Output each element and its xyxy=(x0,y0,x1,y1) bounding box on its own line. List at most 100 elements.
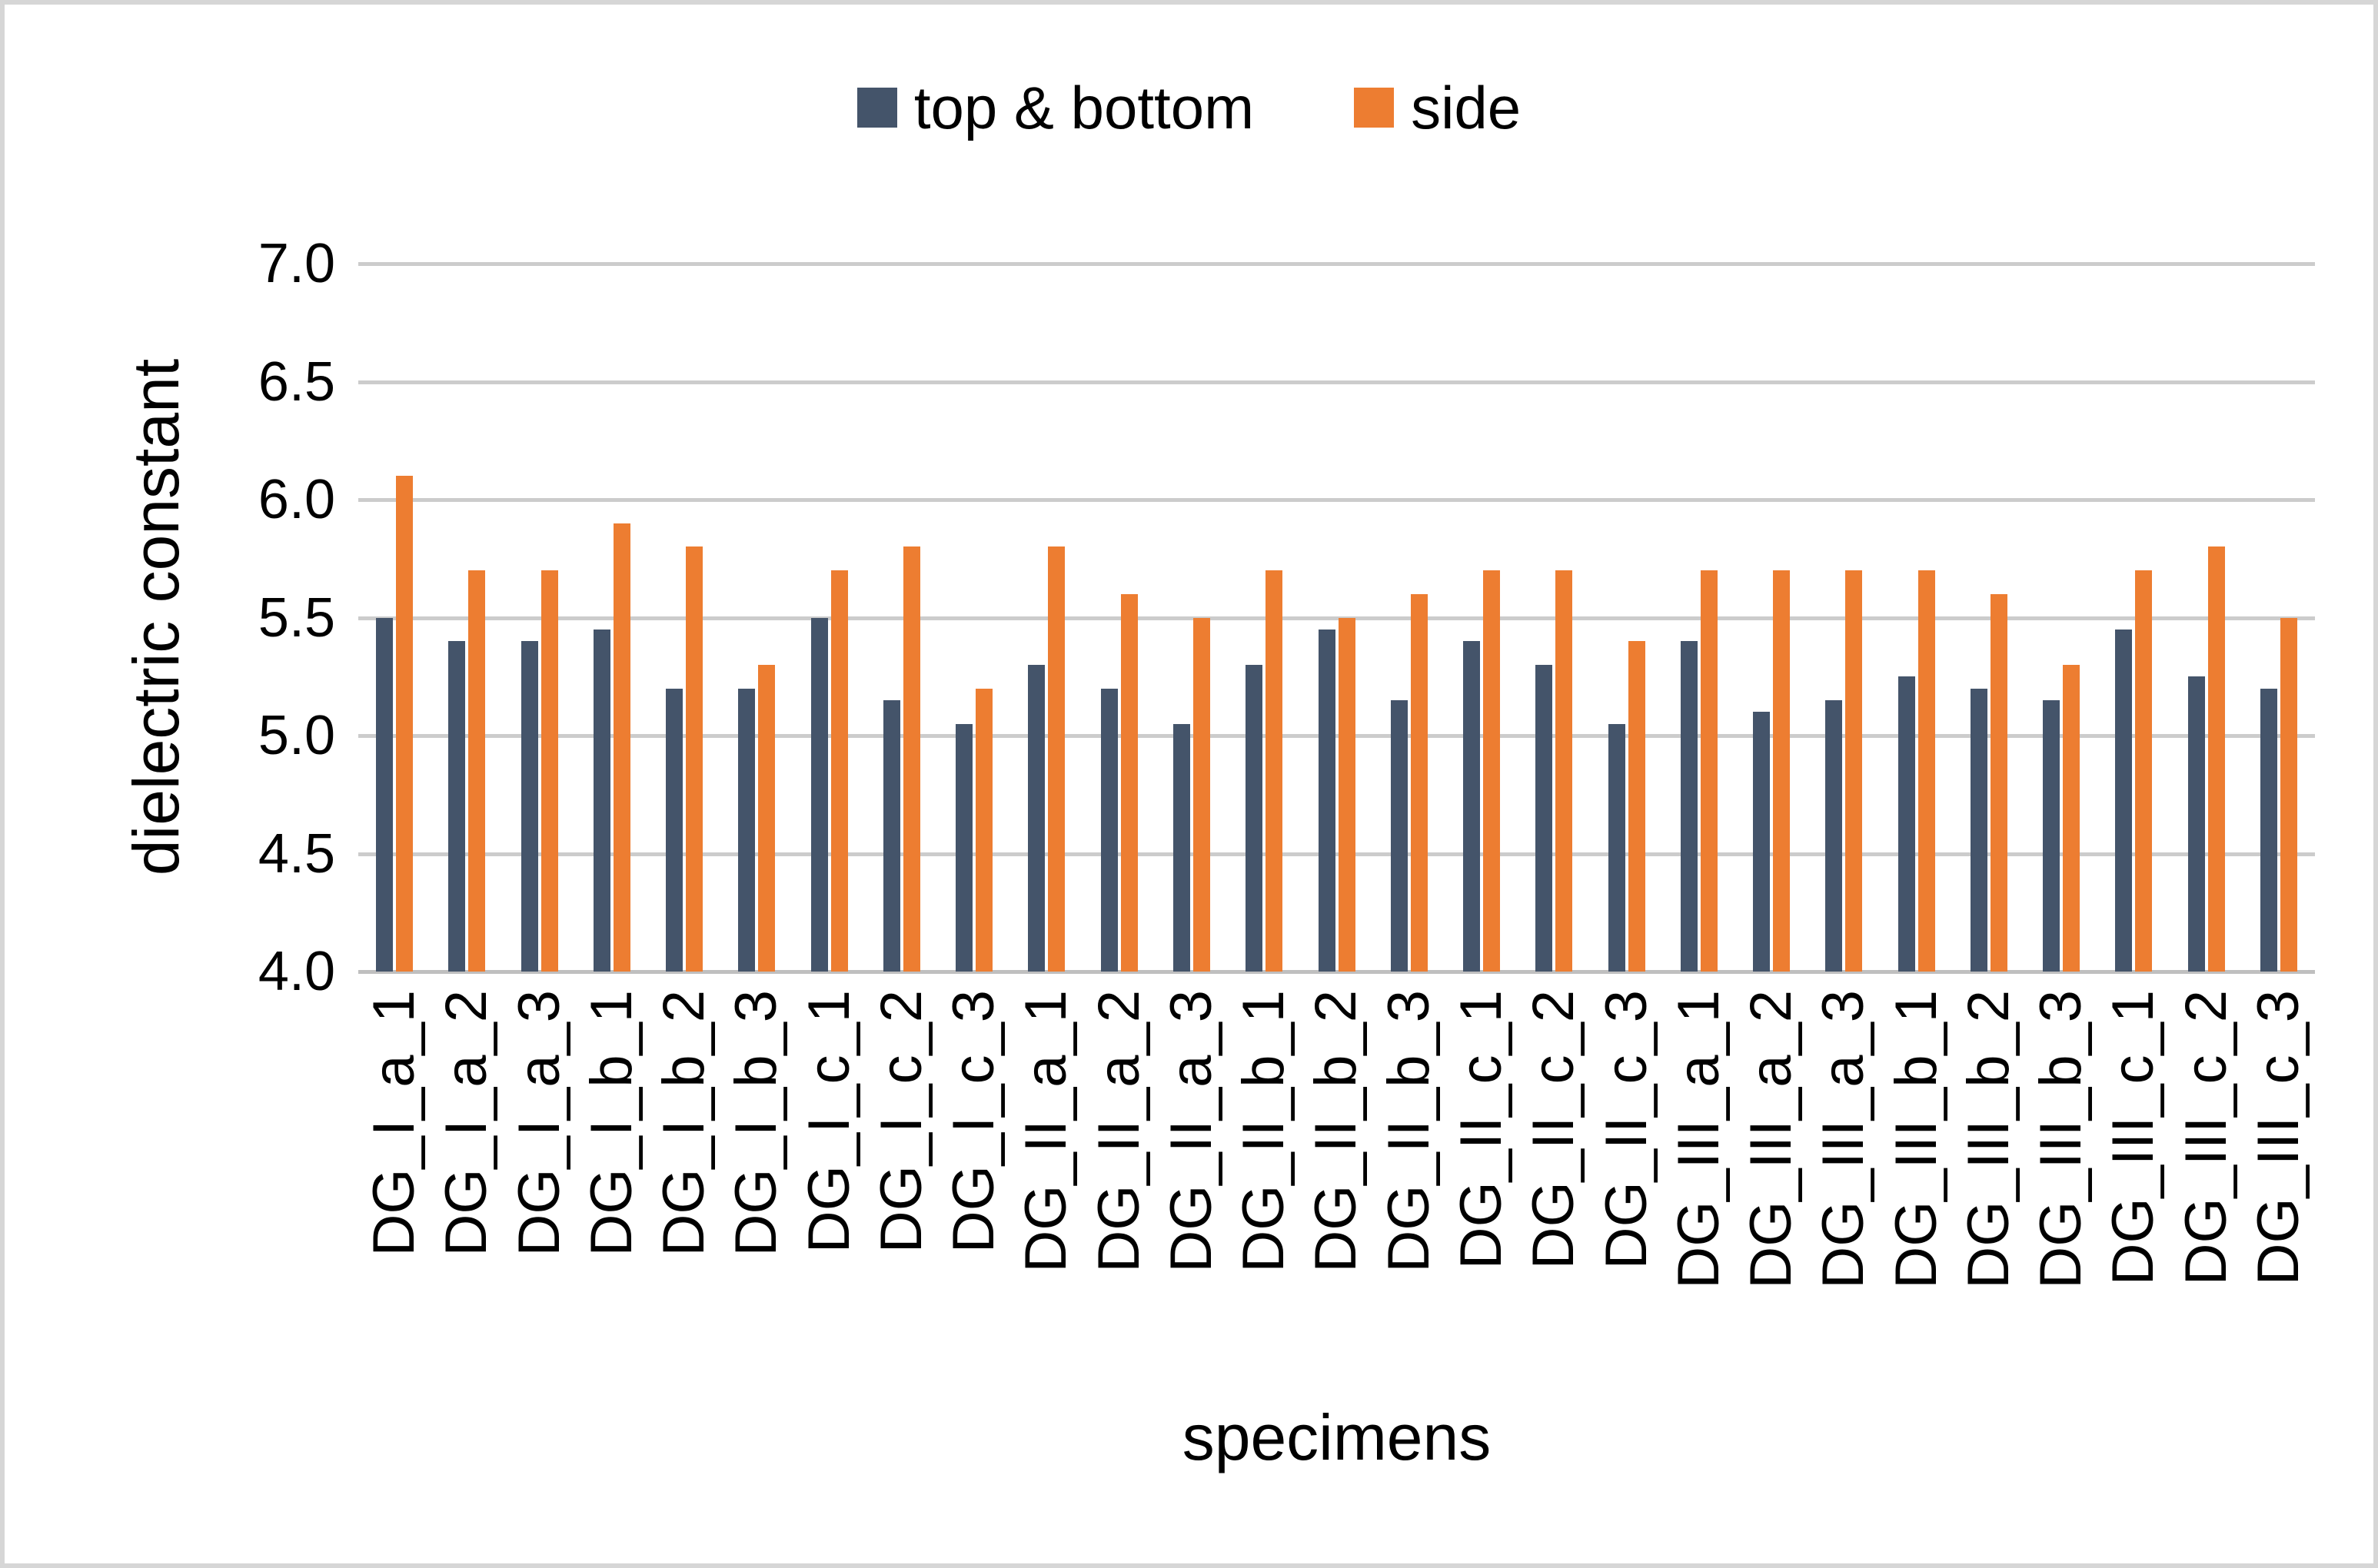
legend-label-top-bottom: top & bottom xyxy=(913,74,1255,141)
x-tick-cell: DG_I_c_3 xyxy=(938,990,1010,1451)
bar-side xyxy=(1845,570,1863,972)
bar-side xyxy=(1410,593,1428,972)
bar-top-bottom xyxy=(2187,676,2205,972)
x-tick-cell: DG_II_c_3 xyxy=(1590,990,1662,1451)
bar-side xyxy=(540,570,558,972)
legend: top & bottom side xyxy=(5,78,2373,138)
x-tick-cell: DG_I_c_1 xyxy=(793,990,866,1451)
x-tick-cell: DG_II_b_1 xyxy=(1228,990,1300,1451)
legend-swatch-top-bottom-icon xyxy=(856,88,897,128)
bar-top-bottom xyxy=(1753,712,1771,972)
bar-top-bottom xyxy=(1970,688,1987,972)
x-tick-cell: DG_I_c_2 xyxy=(866,990,938,1451)
bar-top-bottom xyxy=(666,688,683,972)
x-tick-cell: DG_II_c_1 xyxy=(1445,990,1518,1451)
x-tick-label: DG_III_a_3 xyxy=(1811,990,1877,1289)
x-tick-label: DG_II_b_2 xyxy=(1303,990,1369,1273)
bar-top-bottom xyxy=(2115,629,2133,972)
x-tick-label: DG_II_c_2 xyxy=(1521,990,1587,1270)
x-tick-label: DG_I_a_3 xyxy=(506,990,572,1257)
x-tick-label: DG_I_a_2 xyxy=(434,990,500,1257)
bar-side xyxy=(1990,593,2007,972)
x-tick-cell: DG_III_a_1 xyxy=(1663,990,1735,1451)
x-tick-cell: DG_III_c_3 xyxy=(2243,990,2315,1451)
bar-side xyxy=(1483,570,1501,972)
x-tick-cell: DG_II_a_3 xyxy=(1156,990,1228,1451)
bar-side xyxy=(976,688,993,972)
bar-top-bottom xyxy=(1535,664,1553,972)
bar-side xyxy=(758,664,776,972)
x-tick-label: DG_III_a_2 xyxy=(1738,990,1804,1289)
bar-side xyxy=(1917,570,1935,972)
x-tick-cell: DG_I_b_1 xyxy=(576,990,648,1451)
bar-side xyxy=(1265,570,1283,972)
x-tick-label: DG_III_b_3 xyxy=(2028,990,2094,1289)
bar-side xyxy=(2063,664,2080,972)
x-tick-cell: DG_II_c_2 xyxy=(1518,990,1590,1451)
bar-top-bottom xyxy=(956,723,973,972)
bar-side xyxy=(1192,617,1210,972)
gridline xyxy=(358,852,2315,856)
x-tick-cell: DG_II_b_3 xyxy=(1373,990,1445,1451)
bar-side xyxy=(830,570,848,972)
bar-side xyxy=(2135,570,2153,972)
y-tick-label: 4.0 xyxy=(258,941,335,1002)
gridline xyxy=(358,498,2315,502)
legend-swatch-side-icon xyxy=(1354,88,1395,128)
y-tick-label: 7.0 xyxy=(258,233,335,294)
x-tick-label: DG_II_a_1 xyxy=(1013,990,1079,1273)
bar-side xyxy=(613,523,630,972)
gridline xyxy=(358,262,2315,266)
x-tick-cell: DG_II_b_2 xyxy=(1300,990,1372,1451)
x-tick-label: DG_I_b_2 xyxy=(651,990,717,1257)
bar-top-bottom xyxy=(1172,723,1190,972)
x-tick-label: DG_I_c_3 xyxy=(941,990,1007,1254)
x-tick-label: DG_I_c_1 xyxy=(796,990,862,1254)
x-tick-cell: DG_I_b_3 xyxy=(720,990,793,1451)
legend-label-side: side xyxy=(1411,74,1522,141)
bar-side xyxy=(903,546,920,972)
x-tick-label: DG_III_c_3 xyxy=(2246,990,2312,1286)
y-tick-label: 4.5 xyxy=(258,822,335,885)
legend-item-side: side xyxy=(1354,78,1521,138)
y-tick-label: 6.0 xyxy=(258,469,335,530)
bar-top-bottom xyxy=(1680,641,1698,972)
bar-top-bottom xyxy=(810,617,828,972)
bar-side xyxy=(1628,641,1645,972)
x-tick-cell: DG_I_a_3 xyxy=(504,990,576,1451)
bar-top-bottom xyxy=(520,641,538,972)
x-tick-cell: DG_I_a_1 xyxy=(358,990,431,1451)
x-tick-label: DG_II_a_2 xyxy=(1086,990,1152,1273)
x-tick-label: DG_II_b_3 xyxy=(1375,990,1442,1273)
x-tick-cell: DG_III_b_3 xyxy=(2025,990,2097,1451)
bar-side xyxy=(686,546,703,972)
x-tick-cell: DG_III_b_1 xyxy=(1880,990,1952,1451)
bar-side xyxy=(1555,570,1573,972)
bar-top-bottom xyxy=(2043,699,2060,972)
x-tick-label: DG_III_b_2 xyxy=(1956,990,2022,1289)
x-tick-cell: DG_I_a_2 xyxy=(431,990,503,1451)
bar-side xyxy=(1048,546,1066,972)
bar-top-bottom xyxy=(1825,699,1843,972)
x-tick-cell: DG_II_a_2 xyxy=(1083,990,1156,1451)
x-tick-label: DG_III_c_2 xyxy=(2173,990,2239,1286)
bar-side xyxy=(1700,570,1718,972)
x-tick-label: DG_II_a_3 xyxy=(1159,990,1225,1273)
gridline xyxy=(358,734,2315,738)
bar-side xyxy=(1120,593,1138,972)
bar-side xyxy=(1338,617,1355,972)
x-tick-label: DG_I_c_2 xyxy=(869,990,935,1254)
x-tick-label: DG_I_a_1 xyxy=(361,990,427,1257)
bar-top-bottom xyxy=(1897,676,1915,972)
x-tick-label: DG_II_b_1 xyxy=(1231,990,1297,1273)
x-tick-cell: DG_I_b_2 xyxy=(648,990,720,1451)
y-tick-label: 5.5 xyxy=(258,586,335,649)
bar-top-bottom xyxy=(1608,723,1625,972)
bar-top-bottom xyxy=(883,699,900,972)
x-tick-label: DG_I_b_1 xyxy=(579,990,645,1257)
bar-top-bottom xyxy=(738,688,756,972)
x-tick-label: DG_II_c_1 xyxy=(1448,990,1515,1270)
bar-side xyxy=(1773,570,1791,972)
y-tick-label: 6.5 xyxy=(258,350,335,413)
